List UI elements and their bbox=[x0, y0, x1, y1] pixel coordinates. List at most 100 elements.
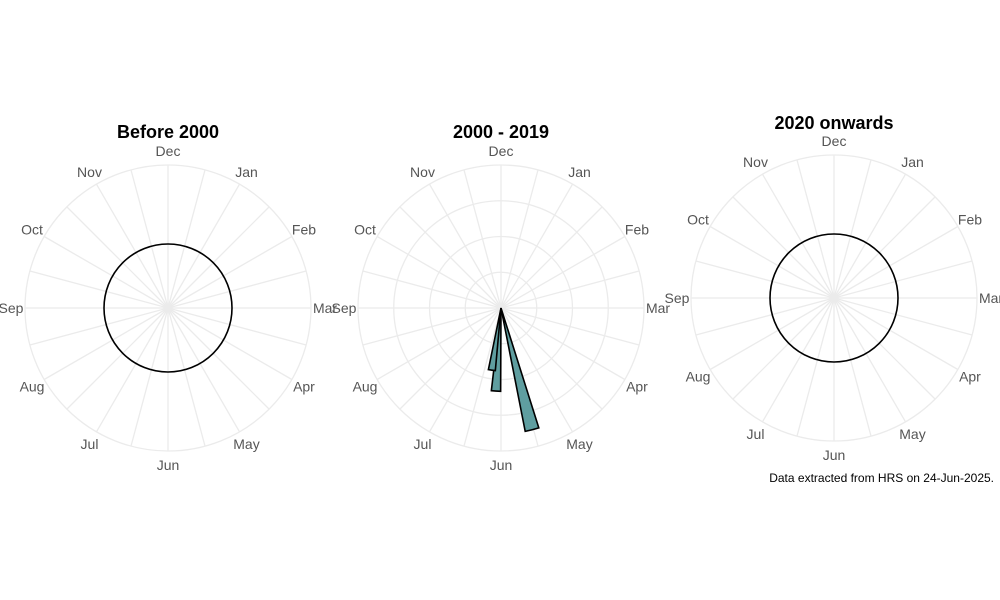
angular-gridline bbox=[833, 159, 872, 299]
angular-gridline bbox=[130, 307, 169, 447]
angular-gridline bbox=[500, 307, 640, 346]
angular-gridline bbox=[500, 206, 603, 309]
month-tick-label: May bbox=[233, 436, 259, 452]
month-tick-label: Dec bbox=[489, 143, 514, 159]
angular-gridline bbox=[833, 297, 973, 336]
angular-gridline bbox=[167, 206, 270, 309]
month-tick-label: Apr bbox=[959, 369, 981, 385]
angular-gridline bbox=[362, 307, 502, 346]
month-tick-label: May bbox=[899, 426, 925, 442]
angular-gridline bbox=[376, 307, 502, 381]
angular-gridline bbox=[833, 173, 907, 299]
month-tick-label: Jan bbox=[235, 164, 258, 180]
angular-gridline bbox=[796, 159, 835, 299]
angular-gridline bbox=[833, 297, 872, 437]
angular-gridline bbox=[761, 297, 835, 423]
month-tick-label: Mar bbox=[979, 290, 1000, 306]
month-tick-label: Mar bbox=[646, 300, 670, 316]
angular-gridline bbox=[732, 196, 835, 299]
month-tick-label: Oct bbox=[687, 212, 709, 228]
angular-gridline bbox=[500, 307, 626, 381]
month-tick-label: Nov bbox=[410, 164, 435, 180]
angular-gridline bbox=[167, 307, 241, 433]
angular-gridline bbox=[428, 307, 502, 433]
angular-gridline bbox=[167, 235, 293, 309]
angular-gridline bbox=[833, 297, 936, 400]
angular-gridline bbox=[463, 169, 502, 309]
angular-gridline bbox=[167, 307, 206, 447]
angular-gridline bbox=[732, 297, 835, 400]
month-tick-label: Sep bbox=[665, 290, 690, 306]
month-tick-label: May bbox=[566, 436, 592, 452]
month-tick-label: Jun bbox=[157, 457, 180, 473]
angular-gridline bbox=[167, 183, 241, 309]
angular-gridline bbox=[167, 270, 307, 309]
angular-gridline bbox=[167, 169, 206, 309]
month-tick-label: Feb bbox=[292, 222, 316, 238]
polar-panel-2020-onwards: Jan Feb Mar Apr May Jun Jul Aug Sep Oct Nov Dec2020… bbox=[665, 113, 1000, 463]
month-tick-label: Dec bbox=[156, 143, 181, 159]
data-source-caption: Data extracted from HRS on 24-Jun-2025. bbox=[769, 471, 994, 485]
reference-circle bbox=[103, 243, 233, 373]
month-tick-label: Mar bbox=[313, 300, 337, 316]
angular-gridline bbox=[500, 270, 640, 309]
polar-panel-before-2000: Jan Feb Mar Apr May Jun Jul Aug Sep Oct Nov DecBefo… bbox=[0, 122, 337, 473]
month-tick-label: Feb bbox=[625, 222, 649, 238]
angular-gridline bbox=[167, 307, 307, 346]
angular-gridline bbox=[500, 307, 603, 410]
month-tick-label: Jan bbox=[568, 164, 591, 180]
angular-gridline bbox=[167, 307, 293, 381]
month-tick-label: Aug bbox=[686, 369, 711, 385]
angular-gridline bbox=[833, 260, 973, 299]
polar-bar-1 bbox=[500, 307, 540, 433]
month-tick-label: Oct bbox=[21, 222, 43, 238]
month-tick-label: Jan bbox=[901, 154, 924, 170]
polar-panel-2000-2019: Jan Feb Mar Apr May Jun Jul Aug Sep Oct Nov Dec2000… bbox=[332, 122, 671, 473]
month-tick-label: Aug bbox=[20, 379, 45, 395]
angular-gridline bbox=[500, 169, 539, 309]
angular-gridline bbox=[66, 206, 169, 309]
angular-gridline bbox=[29, 307, 169, 346]
angular-gridline bbox=[95, 307, 169, 433]
month-tick-label: Nov bbox=[743, 154, 768, 170]
angular-gridline bbox=[833, 196, 936, 299]
angular-gridline bbox=[709, 297, 835, 371]
angular-gridline bbox=[95, 183, 169, 309]
month-tick-label: Jul bbox=[414, 436, 432, 452]
panel-title: Before 2000 bbox=[117, 122, 219, 142]
angular-gridline bbox=[709, 225, 835, 299]
angular-gridline bbox=[695, 297, 835, 336]
angular-gridline bbox=[376, 235, 502, 309]
angular-gridline bbox=[43, 307, 169, 381]
angular-gridline bbox=[167, 307, 270, 410]
angular-gridline bbox=[130, 169, 169, 309]
angular-gridline bbox=[695, 260, 835, 299]
month-tick-label: Sep bbox=[0, 300, 24, 316]
angular-gridline bbox=[428, 183, 502, 309]
panel-title: 2020 onwards bbox=[774, 113, 893, 133]
angular-gridline bbox=[500, 235, 626, 309]
angular-gridline bbox=[500, 307, 574, 433]
month-tick-label: Dec bbox=[822, 133, 847, 149]
reference-circle bbox=[769, 233, 899, 363]
angular-gridline bbox=[43, 235, 169, 309]
month-tick-label: Nov bbox=[77, 164, 102, 180]
angular-gridline bbox=[833, 225, 959, 299]
month-tick-label: Sep bbox=[332, 300, 357, 316]
angular-gridline bbox=[761, 173, 835, 299]
angular-gridline bbox=[399, 206, 502, 309]
polar-bar-3 bbox=[487, 307, 502, 372]
angular-gridline bbox=[833, 297, 959, 371]
month-tick-label: Aug bbox=[353, 379, 378, 395]
angular-gridline bbox=[399, 307, 502, 410]
month-tick-label: Jun bbox=[490, 457, 513, 473]
angular-gridline bbox=[362, 270, 502, 309]
month-tick-label: Apr bbox=[626, 379, 648, 395]
month-tick-label: Jun bbox=[823, 447, 846, 463]
angular-gridline bbox=[66, 307, 169, 410]
month-tick-label: Apr bbox=[293, 379, 315, 395]
angular-gridline bbox=[833, 297, 907, 423]
month-tick-label: Jul bbox=[747, 426, 765, 442]
angular-gridline bbox=[796, 297, 835, 437]
